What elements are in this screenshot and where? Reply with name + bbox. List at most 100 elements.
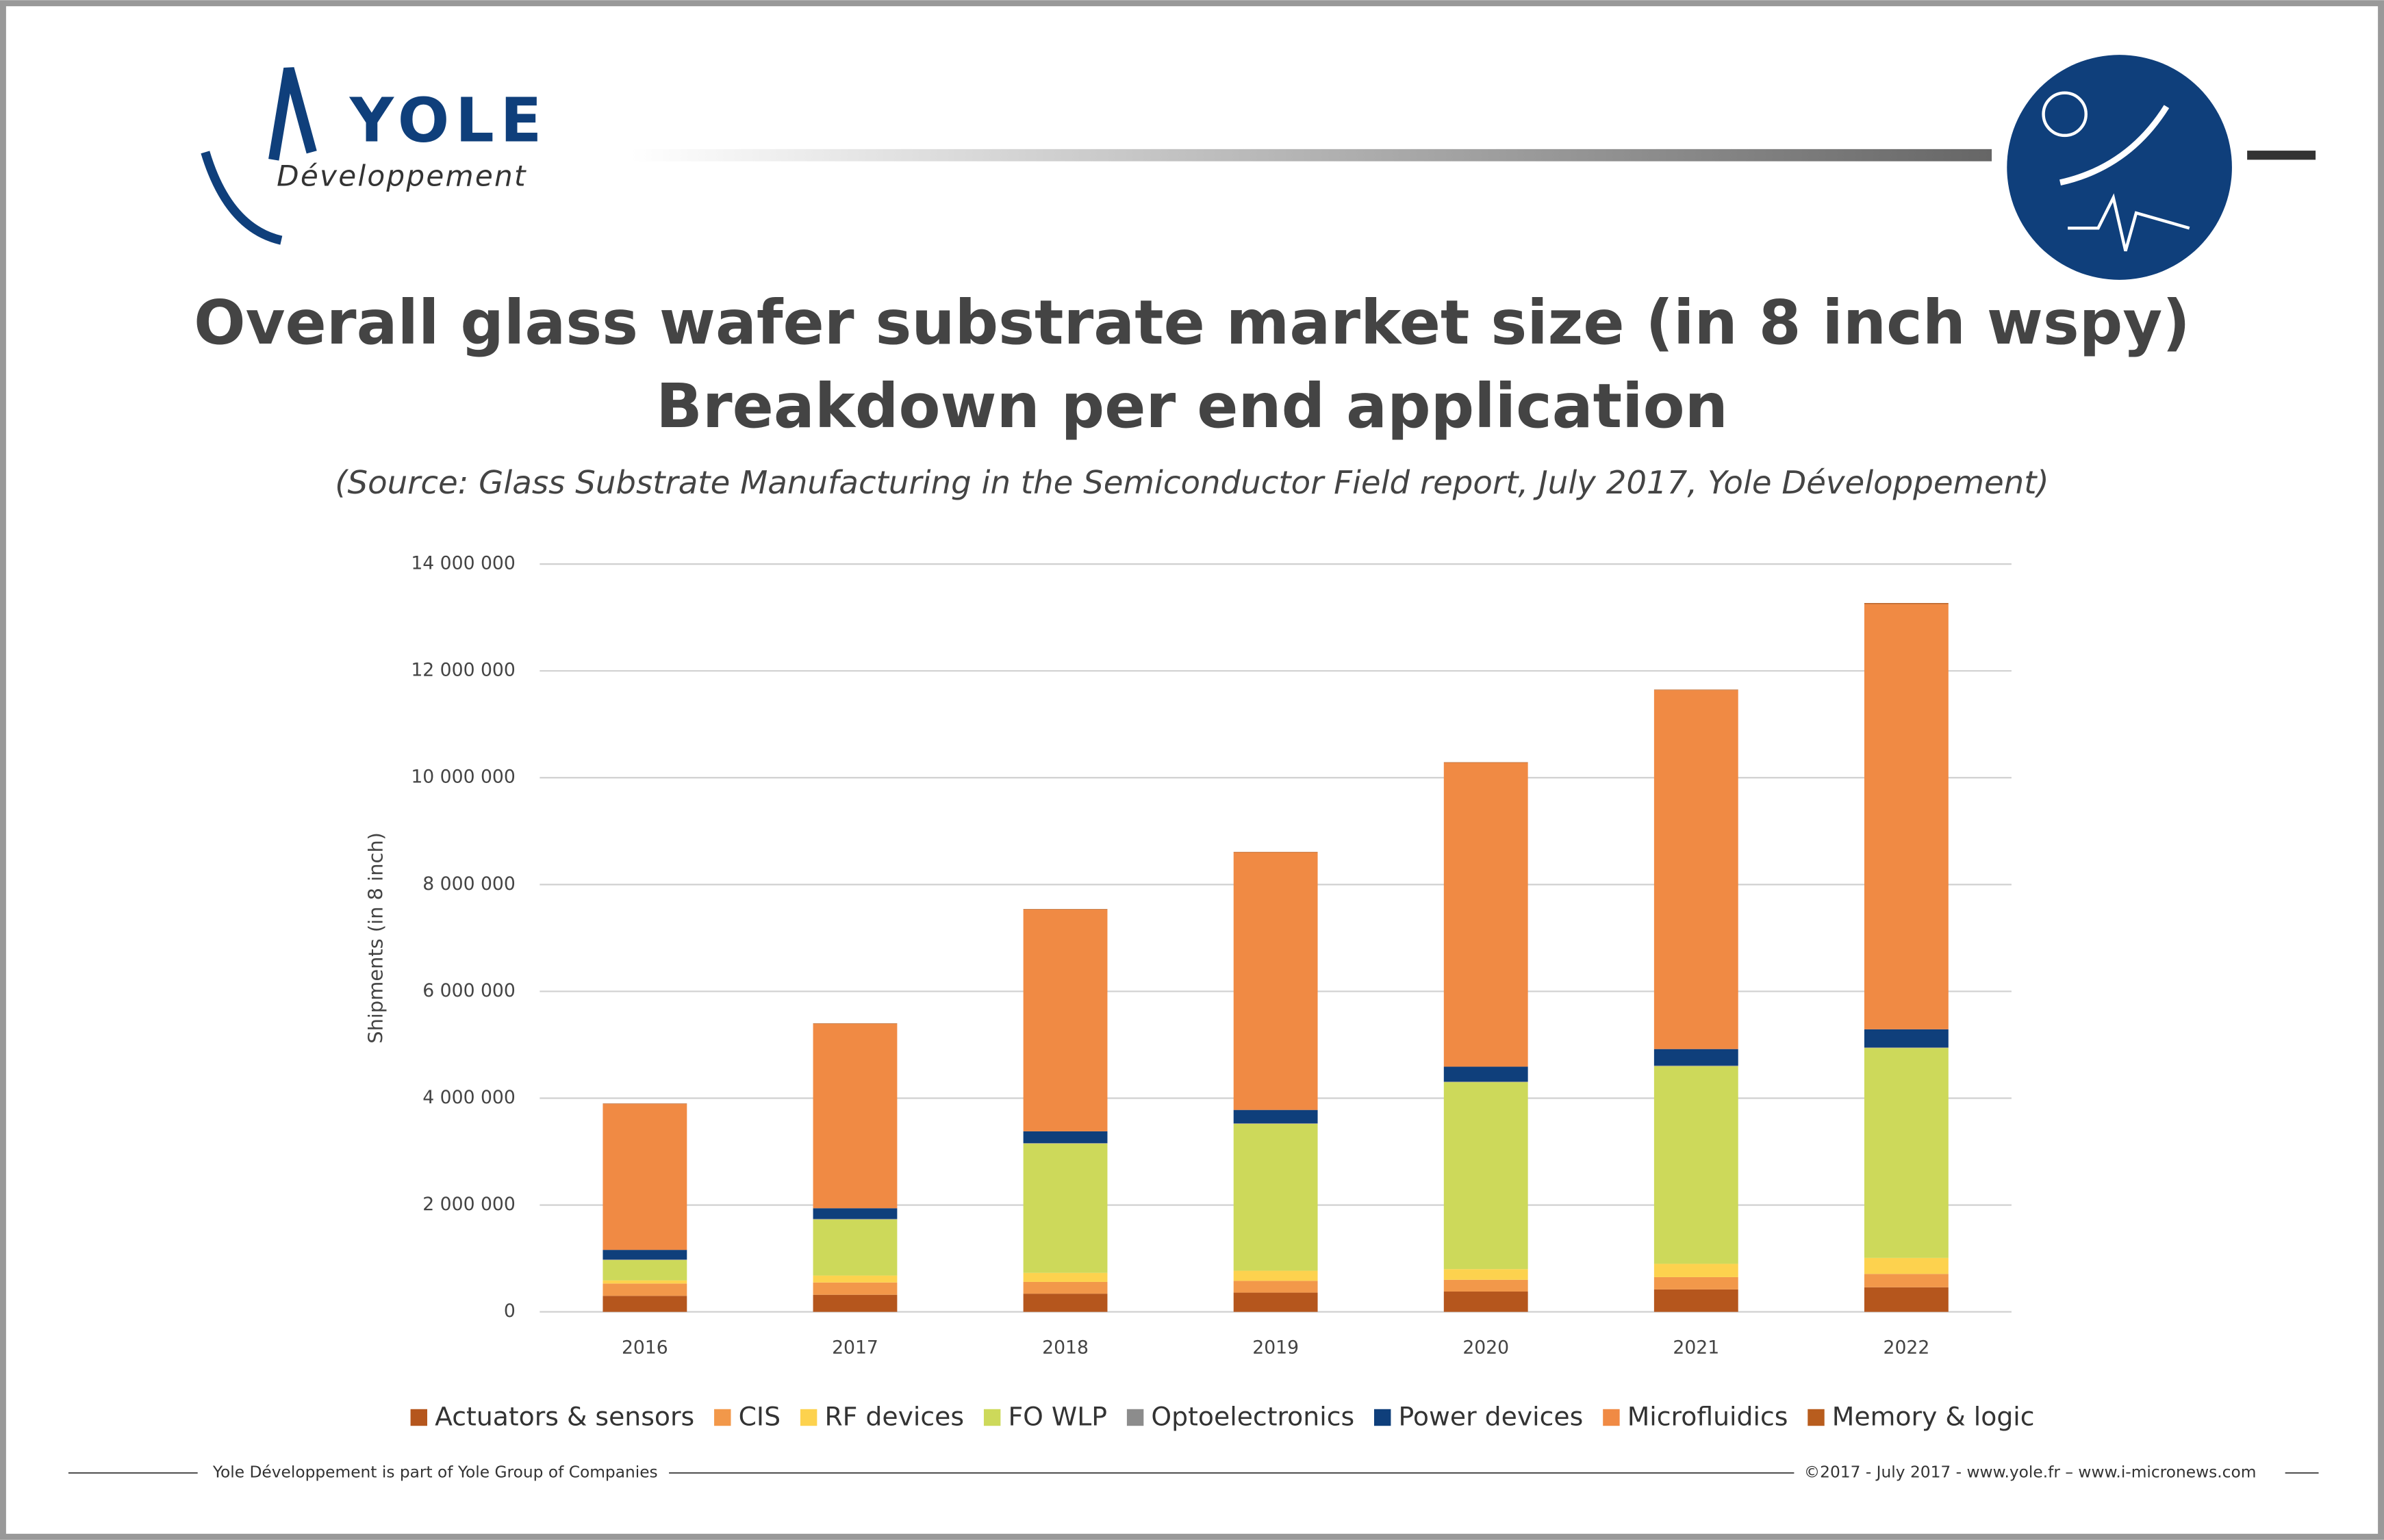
x-tick-label: 2020 — [1462, 1337, 1509, 1358]
y-axis-label: Shipments (in 8 inch) — [364, 832, 388, 1044]
legend-swatch — [1126, 1409, 1144, 1426]
bar-segment — [1864, 1287, 1949, 1312]
bar-segment — [1443, 1269, 1528, 1280]
bar-segment — [603, 1259, 687, 1260]
bar-segment — [1443, 762, 1528, 1067]
legend-label: Optoelectronics — [1151, 1402, 1354, 1432]
x-tick-label: 2016 — [622, 1337, 668, 1358]
logo: YOLE Développement — [201, 67, 548, 245]
bar-segment — [1233, 1281, 1318, 1293]
bar-segment — [1233, 1270, 1318, 1281]
x-tick-label: 2022 — [1884, 1337, 1930, 1358]
bar-segment — [1864, 603, 1949, 604]
bar-segment — [603, 1259, 687, 1281]
bar-segment — [1653, 1263, 1738, 1277]
legend-label: Power devices — [1399, 1402, 1584, 1432]
bar-segment — [603, 1296, 687, 1312]
bar-segment — [1233, 851, 1318, 853]
bar-segment — [813, 1275, 898, 1283]
legend-label: Memory & logic — [1832, 1402, 2035, 1432]
x-tick-label: 2021 — [1673, 1337, 1719, 1358]
brand-sub: Développement — [277, 159, 527, 193]
y-tick-label: 12 000 000 — [411, 660, 515, 681]
bar-segment — [1443, 1066, 1528, 1082]
legend-label: CIS — [739, 1402, 781, 1432]
bar-segment — [813, 1282, 898, 1295]
x-tick-label: 2017 — [832, 1337, 878, 1358]
bar-segment — [1233, 1292, 1318, 1312]
legend-swatch — [1808, 1409, 1825, 1426]
bar-segment — [1864, 1047, 1949, 1049]
icon — [2007, 55, 2232, 280]
y-tick-label: 14 000 000 — [411, 553, 515, 574]
source: (Source: Glass Substrate Manufacturing i… — [335, 464, 2049, 501]
chart-title: Overall glass wafer substrate market siz… — [194, 287, 2190, 358]
bar-segment — [1023, 909, 1108, 910]
bar-segment — [1233, 852, 1318, 1110]
bar-segment — [603, 1283, 687, 1296]
legend-label: Microfluidics — [1627, 1402, 1788, 1432]
legend-label: FO WLP — [1008, 1402, 1107, 1432]
brand: YOLE — [349, 86, 548, 156]
bar-segment — [603, 1103, 687, 1105]
legend-swatch — [1603, 1409, 1620, 1426]
bar-segment — [1864, 604, 1949, 1029]
bar-segment — [1233, 1123, 1318, 1271]
bar-segment — [1233, 1109, 1318, 1124]
legend-swatch — [800, 1409, 817, 1426]
bar-segment — [1864, 1274, 1949, 1287]
bar-segment — [1023, 1281, 1108, 1294]
bar-segment — [1864, 1029, 1949, 1048]
bar-segment — [1233, 1123, 1318, 1124]
bar-segment — [1864, 1048, 1949, 1258]
legend-label: Actuators & sensors — [435, 1402, 694, 1432]
bar-segment — [1653, 689, 1738, 691]
bar-segment — [1443, 1081, 1528, 1083]
bar-segment — [1443, 1292, 1528, 1312]
bar-segment — [1864, 1257, 1949, 1274]
bar-segment — [813, 1219, 898, 1276]
y-tick-label: 4 000 000 — [422, 1087, 516, 1108]
x-tick-label: 2018 — [1042, 1337, 1089, 1358]
bar-segment — [1443, 762, 1528, 763]
y-tick-label: 8 000 000 — [422, 873, 516, 895]
bar-segment — [1023, 1143, 1108, 1144]
legend-swatch — [714, 1409, 731, 1426]
bar-segment — [1023, 1272, 1108, 1282]
x-tick-label: 2019 — [1252, 1337, 1299, 1358]
bar-segment — [1653, 690, 1738, 1049]
legend-label: RF devices — [824, 1402, 964, 1432]
legend-swatch — [983, 1409, 1001, 1426]
y-tick-label: 0 — [504, 1300, 516, 1322]
bar-segment — [603, 1280, 687, 1284]
y-tick-label: 6 000 000 — [422, 980, 516, 1001]
bar-segment — [1443, 1279, 1528, 1292]
bar-segment — [813, 1024, 898, 1209]
footer-left: Yole Développement is part of Yole Group… — [212, 1463, 658, 1482]
bar-segment — [1023, 910, 1108, 1131]
footer-right: ©2017 - July 2017 - www.yole.fr – www.i-… — [1804, 1463, 2257, 1482]
bar-segment — [1023, 1131, 1108, 1144]
bar-segment — [813, 1023, 898, 1025]
bar-segment — [1023, 1294, 1108, 1312]
bar-segment — [1443, 1082, 1528, 1270]
bar-segment — [1653, 1049, 1738, 1066]
bar-segment — [813, 1294, 898, 1312]
bar-segment — [1023, 1143, 1108, 1273]
legend-swatch — [410, 1409, 428, 1426]
y-tick-label: 10 000 000 — [411, 767, 515, 788]
chart-subtitle: Breakdown per end application — [656, 371, 1728, 441]
bar-segment — [813, 1218, 898, 1220]
bar-segment — [1653, 1066, 1738, 1264]
bar-segment — [603, 1104, 687, 1250]
legend-swatch — [1373, 1409, 1391, 1426]
bar-segment — [813, 1208, 898, 1219]
y-tick-label: 2 000 000 — [422, 1194, 516, 1215]
bar-segment — [1653, 1276, 1738, 1289]
header-rule — [2247, 151, 2316, 160]
header-rule — [631, 149, 1992, 162]
bar-segment — [1653, 1289, 1738, 1312]
